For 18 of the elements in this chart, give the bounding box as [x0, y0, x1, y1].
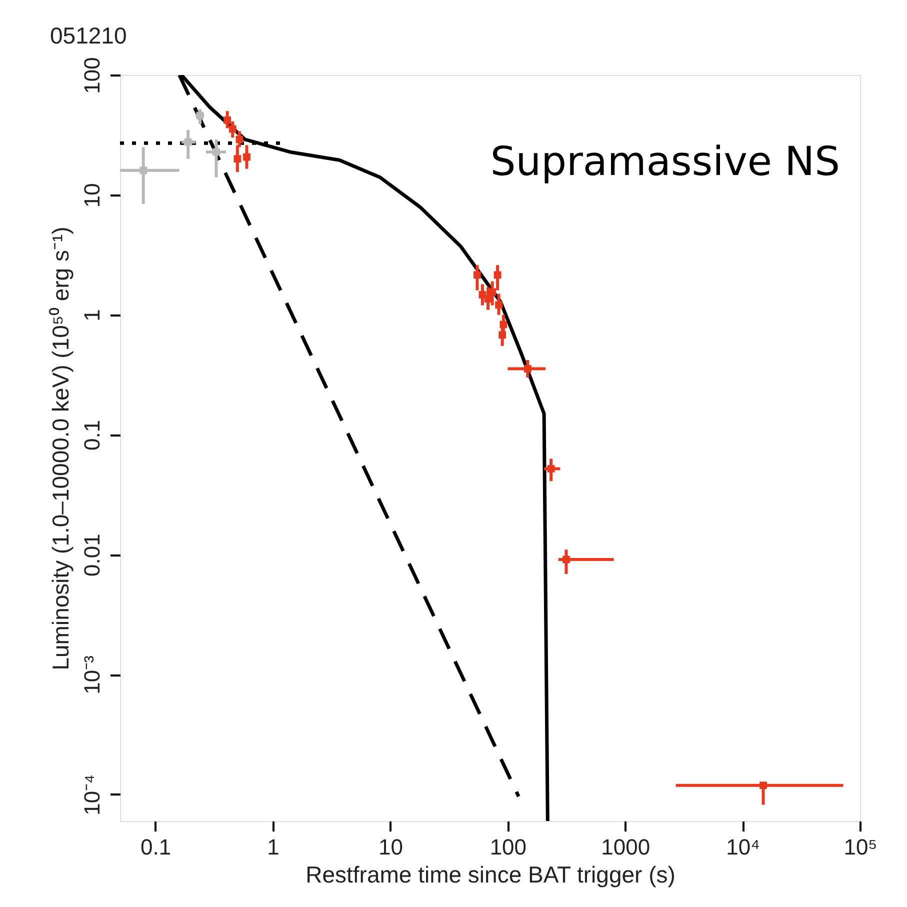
- chart-title: 051210: [50, 22, 127, 49]
- x-tick-label: 1: [267, 834, 280, 860]
- annotation: Supramassive NS: [490, 139, 840, 185]
- x-tick-label: 10⁵: [844, 834, 878, 860]
- x-axis-title: Restframe time since BAT trigger (s): [306, 862, 676, 888]
- y-tick-label: 0.1: [80, 420, 104, 450]
- y-tick-label: 10⁻³: [80, 656, 104, 694]
- x-tick-label: 0.1: [140, 834, 172, 860]
- y-tick-label: 1: [80, 309, 104, 322]
- y-tick-label: 10: [80, 183, 104, 208]
- x-tick-label: 10: [378, 834, 403, 860]
- y-tick-label: 10⁻⁴: [80, 774, 104, 816]
- x-tick-label: 100: [490, 834, 527, 860]
- x-tick-label: 1000: [601, 834, 650, 860]
- y-axis-title: Luminosity (1.0–10000.0 keV) (10⁵⁰ erg s⁻¹): [48, 226, 74, 670]
- y-tick-label: 0.01: [80, 534, 104, 577]
- x-tick-label: 10⁴: [726, 834, 760, 860]
- y-tick-label: 100: [80, 57, 104, 94]
